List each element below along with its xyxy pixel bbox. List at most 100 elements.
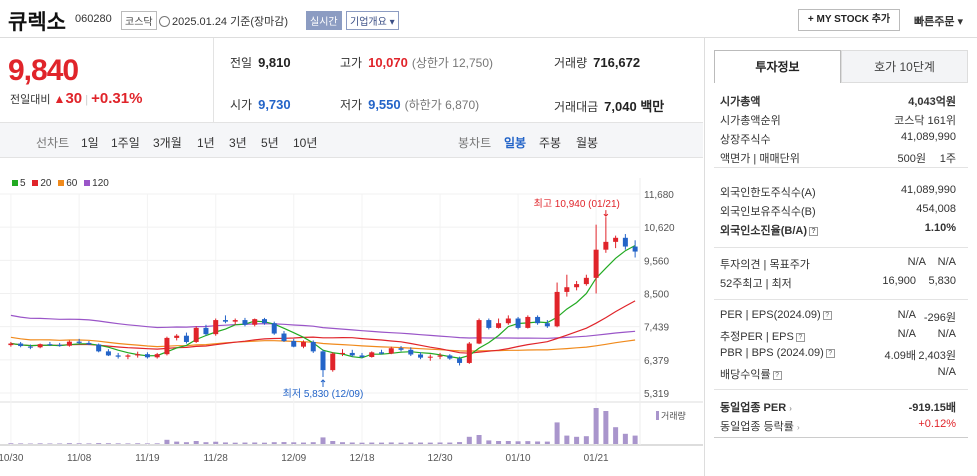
high-label: 고가 [340,56,363,70]
volume-bar [427,442,433,444]
ma20-line [10,300,636,354]
volume-bar [8,443,14,444]
help-icon[interactable]: ? [772,371,782,380]
help-icon[interactable]: ? [809,227,818,236]
chart-period-bar: 선차트 1일 1주일 3개월 1년 3년 5년 10년 봉차트 일봉 주봉 월봉 [0,122,703,158]
volume: 거래량 716,672 [554,54,640,71]
candle-body [398,348,404,350]
tab-orderbook[interactable]: 호가 10단계 [841,50,968,83]
help-icon[interactable]: ? [795,333,805,342]
period-1w[interactable]: 1주일 [111,136,140,150]
prev-close-value: 9,810 [258,55,291,70]
candle-body [613,237,619,242]
company-overview-dropdown[interactable]: 기업개요 ▾ [346,11,399,30]
foreign-hold-row: 외국인보유주식수(B) 454,008 [720,203,956,222]
candle-body [622,237,628,247]
foreign-limit-value: 41,089,990 [900,184,956,196]
ma20-swatch [32,180,39,186]
period-3m[interactable]: 3개월 [153,136,182,150]
realtime-button[interactable]: 실시간 [306,11,342,30]
candle-body [564,287,570,292]
change-rate: +0.31% [91,90,143,107]
valuation-section: PER | EPS(2024.09)? N/A -296원 추정PER | EPS?… [714,300,968,390]
volume-bar [437,442,443,444]
est-eps-value: N/A [937,328,956,340]
help-icon[interactable]: ? [822,311,832,320]
volume-bar [213,441,219,444]
info-arrow-icon[interactable]: › [789,404,792,413]
volume-bar [154,443,160,444]
volume-bar [310,442,316,444]
quick-order-button[interactable]: 빠른주문 ▾ [914,16,964,28]
opinion-section: 투자의견 | 목표주가 N/A N/A 52주최고 | 최저 16,900 5,830 [714,248,968,300]
candle-weekly[interactable]: 주봉 [539,136,562,150]
candle-body [300,341,306,347]
date-basis-text: 2025.01.24 기준(장마감) [172,16,289,28]
candle-body [388,348,394,354]
volume-bar [457,442,463,444]
volume-bar [76,443,82,444]
volume-bar [57,443,63,444]
opinion-value: N/A [907,256,926,268]
dividend-value: N/A [937,366,956,378]
x-tick-label: 10/30 [0,453,24,464]
period-3y[interactable]: 3년 [229,136,247,150]
stock-header: 큐렉소 060280 코스닥 2025.01.24 기준(장마감) 실시간 기업… [0,0,977,38]
volume-bar [125,443,131,444]
price-chart[interactable]: 5 20 60 120 11,680 10,620 9,560 8,500 7,439 6… [0,158,703,476]
candle-body [291,341,297,347]
candle-body [76,341,82,343]
rank-label: 시가총액순위 [720,115,781,127]
info-arrow-icon[interactable]: › [796,423,800,432]
candle-daily[interactable]: 일봉 [504,136,527,150]
candle-body [544,323,550,327]
change-label: 전일대비 [10,94,51,106]
low-annotation: 최저 5,830 (12/09) [283,388,364,400]
volume-bar [525,441,531,444]
period-1y[interactable]: 1년 [197,136,215,150]
candle-body [457,358,463,363]
est-per-row: 추정PER | EPS? N/A N/A [720,328,956,347]
candle-body [144,354,150,358]
industry-rate-label: 동일업종 등락률 [720,421,794,433]
opinion-label: 투자의견 | 목표주가 [720,259,810,271]
market-cap-value: 4,043억원 [908,96,956,108]
tab-invest-info[interactable]: 투자정보 [714,50,841,83]
candle-body [476,320,482,344]
candle-body [515,318,521,328]
shares-value: 41,089,990 [900,131,956,143]
par-label: 액면가 | 매매단위 [720,153,800,165]
candle-body [330,353,336,371]
candle-body [505,318,511,324]
volume-bar [281,442,287,444]
period-10y[interactable]: 10년 [293,136,318,150]
volume-bar [388,442,394,444]
par-value: 500원 [897,153,926,165]
market-cap-section: 시가총액 4,043억원 시가총액순위 코스닥 161위 상장주식수 41,089,9… [714,84,968,168]
volume-bar [593,408,599,444]
candle-body [66,341,72,346]
foreign-hold-label: 외국인보유주식수(B) [720,206,816,218]
x-tick-label: 11/28 [204,453,229,464]
candle-body [8,343,14,346]
candle-body [379,352,385,354]
candle-body [271,323,277,334]
volume-bar [252,442,258,444]
candle-body [554,291,560,327]
candle-monthly[interactable]: 월봉 [576,136,599,150]
candle-body [18,343,24,347]
volume-bar [300,442,306,444]
candle-body [583,277,589,285]
candle-body [183,335,189,342]
foreign-limit-label: 외국인한도주식수(A) [720,187,816,199]
candle-body [125,355,131,357]
low-arrow-icon [320,379,326,388]
volume-bar [96,443,102,444]
period-1d[interactable]: 1일 [81,136,99,150]
add-mystock-button[interactable]: + MY STOCK 추가 [798,9,900,31]
period-5y[interactable]: 5년 [261,136,279,150]
candlestick-svg[interactable]: 11,680 10,620 9,560 8,500 7,439 6,379 5,319 10/… [0,158,703,476]
volume-bar [359,442,365,444]
rank-value: 코스닥 161위 [894,115,956,127]
help-icon[interactable]: ? [825,349,835,358]
